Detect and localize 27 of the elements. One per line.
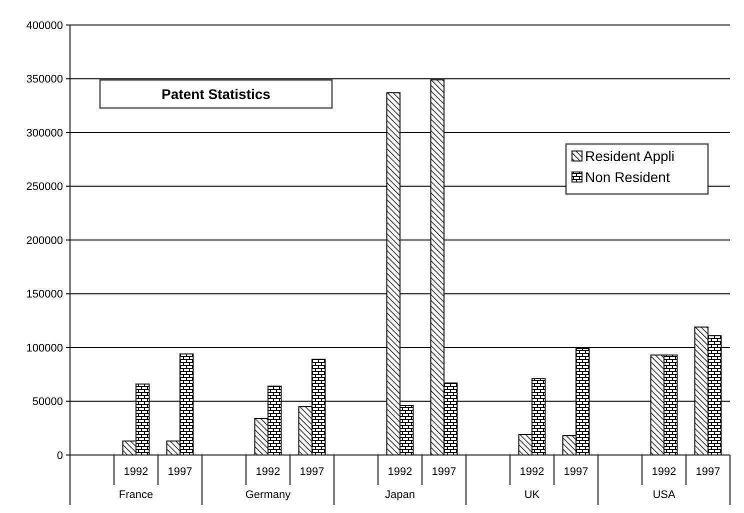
x-tick-label: 1997	[696, 466, 720, 478]
x-tick-label: 1992	[520, 466, 544, 478]
text: France	[118, 489, 154, 501]
text: Patent Statistics	[162, 86, 271, 102]
y-tick-label: 350000	[26, 74, 63, 86]
x-tick-label: 1992	[256, 466, 280, 478]
y-tick-label: 100000	[26, 342, 63, 354]
y-tick-label: 0	[56, 450, 63, 462]
y-tick-label: 150000	[26, 288, 63, 301]
x-tick-label: 1992	[124, 466, 148, 478]
text: USA	[652, 489, 676, 501]
legend-label: Resident Appli	[585, 148, 675, 164]
x-tick-label: 1997	[564, 466, 588, 478]
x-tick-label: 1992	[388, 466, 412, 478]
x-tick-label: 1997	[432, 466, 456, 478]
x-tick-label: 1997	[300, 466, 324, 478]
y-tick-label: 50000	[32, 396, 63, 408]
legend-label: Non Resident	[585, 168, 670, 185]
y-tick-label: 300000	[26, 127, 63, 140]
x-tick-label: 1992	[652, 466, 676, 478]
y-tick-label: 250000	[26, 181, 63, 194]
y-tick-label: 400000	[26, 20, 63, 32]
text: Germany	[245, 489, 292, 501]
text: Japan	[385, 489, 415, 501]
text: UK	[524, 489, 540, 501]
x-tick-label: 1997	[168, 466, 192, 478]
y-tick-label: 200000	[26, 234, 63, 247]
